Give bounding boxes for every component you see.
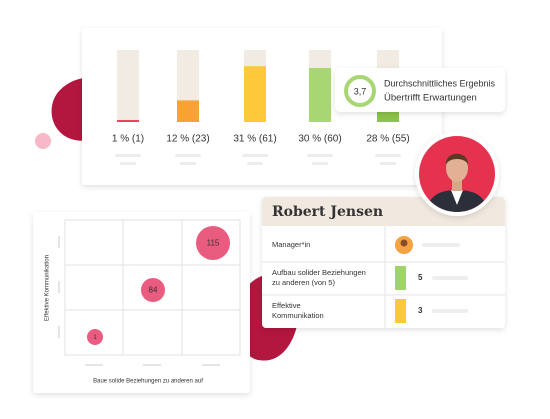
bubble-label: 1 [93,335,97,341]
bar-label: 1 % (1) [112,134,144,145]
placeholder [432,276,468,280]
row-label: Manager*in [272,240,310,249]
placeholder [85,364,103,366]
profile-name: Robert Jensen [272,204,383,220]
placeholder [312,162,328,165]
row-label: Aufbau solider Beziehungen [272,268,366,277]
bar [244,66,266,122]
placeholder [58,281,60,293]
bar-label: 31 % (61) [233,134,276,145]
placeholder [202,364,220,366]
placeholder [120,162,136,165]
grid-frame [64,219,241,356]
score-bar [395,299,406,323]
matrix-card: Effektive Kommunikation Baue solide Bezi… [33,212,250,393]
bar [177,100,199,122]
bar-track [117,50,139,122]
placeholder [175,154,201,157]
placeholder [143,364,161,366]
shirt [451,190,463,205]
placeholder [307,154,333,157]
bar [117,120,139,122]
blob [35,133,51,149]
placeholder [422,243,460,247]
bar-label: 30 % (60) [298,134,341,145]
summary-tooltip: 3,7 Durchschnittliches Ergebnis Übertrif… [335,68,505,112]
placeholder [58,236,60,248]
neck [452,178,462,191]
bar-label: 28 % (55) [366,134,409,145]
grid [64,219,241,356]
row-label: zu anderen (von 5) [272,278,335,287]
score-value: 5 [418,273,423,282]
donut [344,75,376,107]
placeholder [432,309,468,313]
placeholder [58,326,60,338]
row-label: Kommunikation [272,311,324,320]
placeholder [247,162,263,165]
y-label: Effektive Kommunikation [45,255,51,321]
summary-result: Übertrifft Erwartungen [384,93,477,104]
bubble [141,278,165,302]
profile-photo [415,132,499,216]
bar-label: 12 % (23) [166,134,209,145]
profile-card: Robert Jensen Manager*in Aufbau solider B… [262,197,505,328]
score: 3,7 [354,86,367,96]
placeholder [380,162,396,165]
placeholder [375,154,401,157]
placeholder [242,154,268,157]
distribution-card: 1 % (1) 12 % (23) 31 % (61) 30 % (60) 28 % (… [82,28,442,185]
summary-title: Durchschnittliches Ergebnis [384,78,496,88]
score-value: 3 [418,306,423,315]
bubble [196,226,230,260]
tooltip [335,68,505,112]
placeholder [115,154,141,157]
card [33,212,250,393]
placeholder [180,162,196,165]
bubble-label: 84 [149,286,158,295]
face [446,154,468,182]
bar [309,68,331,122]
avatar [400,239,408,247]
hair [445,153,469,165]
bubble [87,329,103,345]
row-label: Effektive [272,301,301,310]
x-label: Baue solide Beziehungen zu anderen auf [93,379,203,385]
bubble-label: 115 [207,239,220,248]
score-bar [395,266,406,290]
